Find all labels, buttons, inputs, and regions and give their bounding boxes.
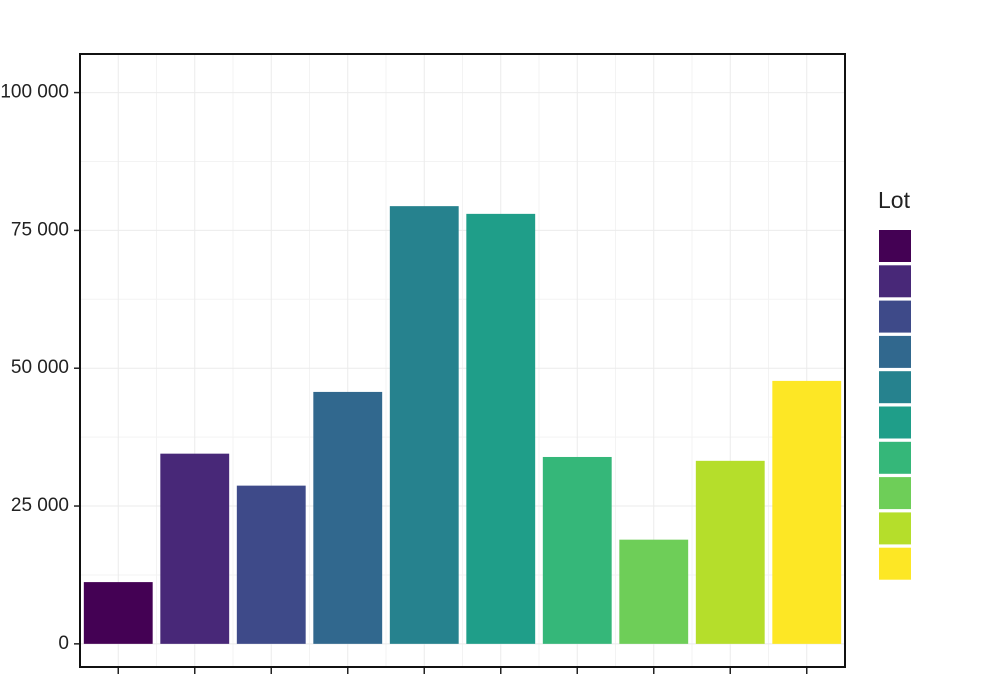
- bar: [389, 206, 459, 644]
- legend-swatch: [879, 512, 911, 545]
- bar: [160, 453, 230, 644]
- legend-swatch: [879, 547, 911, 580]
- bar: [619, 539, 689, 644]
- legend-swatch: [879, 230, 911, 262]
- legend-swatch: [879, 477, 911, 510]
- y-tick-label: 100 000: [0, 82, 69, 103]
- bar: [313, 391, 383, 644]
- legend-swatch: [879, 406, 911, 439]
- bar: [466, 213, 536, 644]
- legend-swatch: [879, 441, 911, 474]
- y-tick-label: 0: [58, 633, 69, 654]
- bar: [236, 485, 306, 644]
- legend-swatch: [879, 265, 911, 298]
- y-tick-label: 25 000: [11, 495, 69, 516]
- bar: [772, 380, 842, 644]
- y-tick-label: 75 000: [11, 219, 69, 240]
- legend-swatch: [879, 300, 911, 333]
- legend-swatch: [879, 335, 911, 368]
- y-tick-label: 50 000: [11, 357, 69, 378]
- bar: [695, 460, 765, 644]
- legend-swatch: [879, 371, 911, 404]
- bar: [83, 582, 153, 644]
- plot-frame: [79, 53, 846, 668]
- legend-title: Lot: [878, 187, 911, 213]
- bar: [542, 456, 612, 644]
